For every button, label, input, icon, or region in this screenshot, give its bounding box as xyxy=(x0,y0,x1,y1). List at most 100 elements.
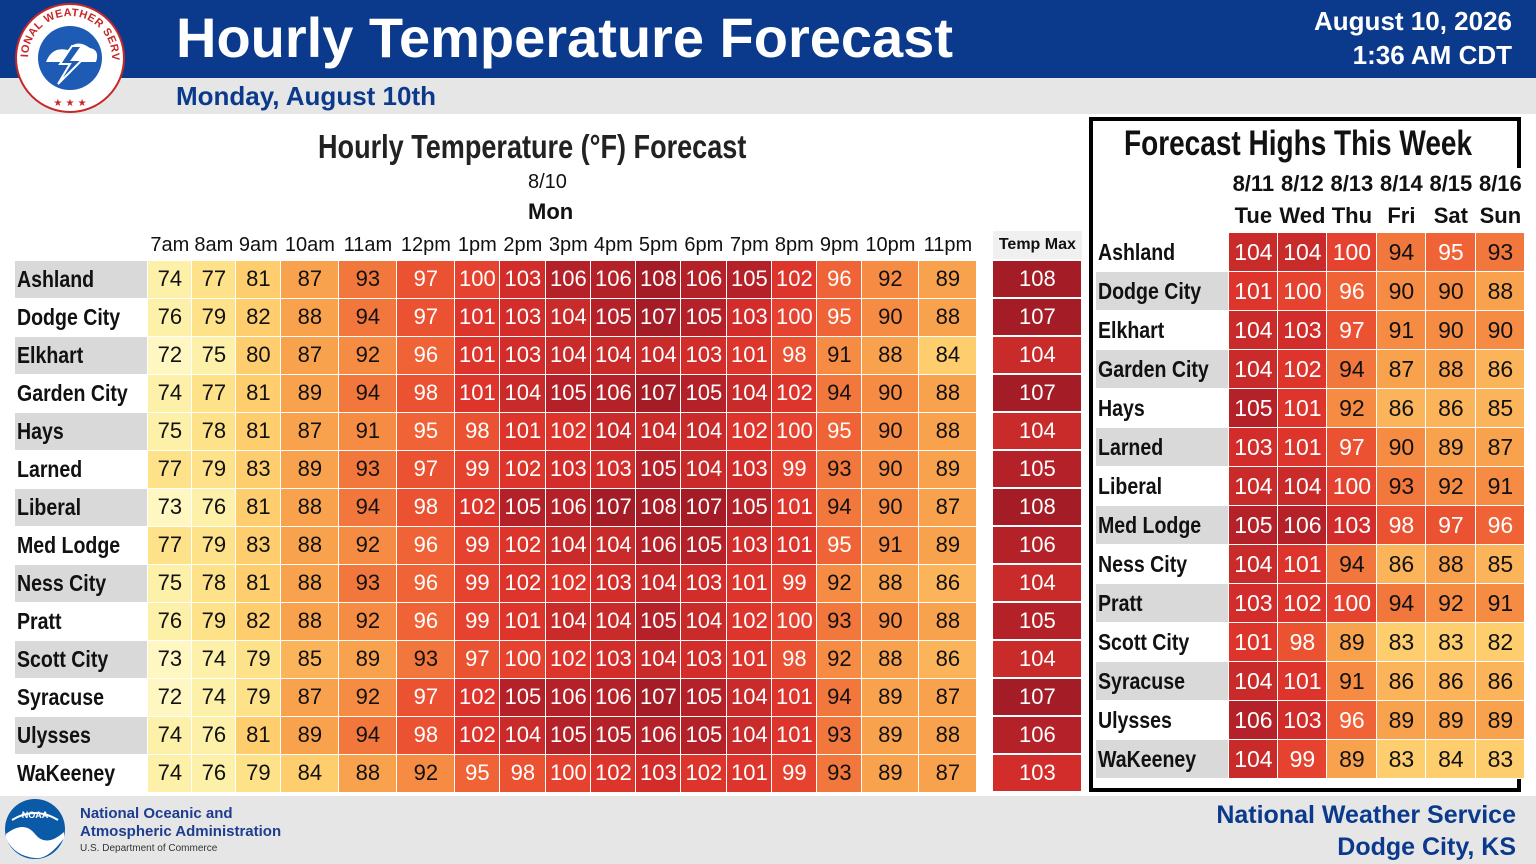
hour-header: 7pm xyxy=(726,230,773,261)
temperature-cell: 105 xyxy=(726,487,773,527)
temperature-cell: 88 xyxy=(918,373,978,413)
high-temperature-cell: 88 xyxy=(1425,544,1477,584)
location-name: Ashland xyxy=(1094,232,1230,272)
high-temperature-cell: 86 xyxy=(1376,661,1427,701)
hour-header: 10am xyxy=(280,230,340,261)
temperature-cell: 103 xyxy=(726,525,773,565)
temperature-cell: 94 xyxy=(816,487,863,527)
temperature-cell: 101 xyxy=(726,563,773,603)
hourly-table-title: Hourly Temperature (°F) Forecast xyxy=(318,128,747,165)
max-temperature-cell: 107 xyxy=(991,677,1084,717)
hour-header: 3pm xyxy=(545,230,592,261)
temperature-cell: 95 xyxy=(816,525,863,565)
temperature-cell: 96 xyxy=(396,563,456,603)
temperature-cell: 98 xyxy=(499,753,547,793)
gap-cell xyxy=(976,449,993,489)
temperature-cell: 102 xyxy=(726,411,773,451)
temperature-cell: 107 xyxy=(680,487,728,527)
high-temperature-cell: 103 xyxy=(1277,700,1328,740)
location-label: Ulysses xyxy=(1098,706,1172,733)
high-temperature-cell: 101 xyxy=(1228,271,1279,311)
temperature-cell: 100 xyxy=(499,639,547,679)
table-row: Hays 105 101 92 86 86 85 xyxy=(1094,388,1526,428)
nws-office: National Weather Service Dodge City, KS xyxy=(1216,799,1516,863)
temperature-cell: 92 xyxy=(338,525,398,565)
temperature-cell: 88 xyxy=(918,715,978,755)
high-temperature-cell: 101 xyxy=(1277,427,1328,467)
temperature-cell: 106 xyxy=(545,677,592,717)
high-temperature-cell: 85 xyxy=(1475,388,1526,428)
temperature-cell: 79 xyxy=(191,601,237,641)
temperature-cell: 86 xyxy=(918,563,978,603)
hour-header: 6pm xyxy=(680,230,728,261)
temperature-cell: 94 xyxy=(816,677,863,717)
temperature-cell: 87 xyxy=(280,259,340,299)
corner-cell xyxy=(1094,199,1230,233)
temperature-cell: 88 xyxy=(861,563,920,603)
table-row: Scott City 101 98 89 83 83 82 xyxy=(1094,622,1526,662)
temperature-cell: 104 xyxy=(726,715,773,755)
high-temperature-cell: 101 xyxy=(1277,388,1328,428)
temperature-cell: 101 xyxy=(771,677,818,717)
temperature-cell: 76 xyxy=(191,715,237,755)
max-temperature-cell: 104 xyxy=(991,563,1084,603)
high-temperature-cell: 104 xyxy=(1228,739,1279,779)
temperature-cell: 77 xyxy=(147,449,193,489)
temperature-cell: 88 xyxy=(918,411,978,451)
noaa-logo-text: NOAA xyxy=(22,810,49,820)
noaa-name-line2: Atmospheric Administration xyxy=(80,823,282,840)
temperature-cell: 74 xyxy=(191,677,237,717)
temperature-cell: 102 xyxy=(499,563,547,603)
temperature-cell: 89 xyxy=(918,525,978,565)
table-row: Dodge City 101 100 96 90 90 88 xyxy=(1094,271,1526,311)
location-label: Garden City xyxy=(17,379,128,406)
temperature-cell: 74 xyxy=(191,639,237,679)
location-name: Liberal xyxy=(13,487,149,527)
temperature-cell: 92 xyxy=(338,677,398,717)
temperature-cell: 102 xyxy=(545,639,592,679)
location-label: Med Lodge xyxy=(1098,511,1202,538)
temperature-cell: 88 xyxy=(280,601,340,641)
temperature-cell: 90 xyxy=(861,411,920,451)
max-temperature-cell: 107 xyxy=(991,297,1084,337)
location-label: Liberal xyxy=(1098,472,1163,499)
high-temperature-cell: 94 xyxy=(1376,583,1427,623)
noaa-name-line1: National Oceanic and xyxy=(80,805,233,822)
table-row: Scott City 73 74 79 85 89 93 97 100 102 103 104 103 1… xyxy=(13,639,1084,679)
temperature-cell: 88 xyxy=(918,601,978,641)
location-label: Scott City xyxy=(17,645,109,672)
gap-cell xyxy=(976,259,993,299)
temperature-cell: 101 xyxy=(771,487,818,527)
hourly-table-date: 8/10 xyxy=(528,171,567,193)
hour-header: 4pm xyxy=(590,230,637,261)
high-temperature-cell: 103 xyxy=(1228,583,1279,623)
temperature-cell: 105 xyxy=(499,487,547,527)
location-name: Dodge City xyxy=(1094,271,1230,311)
location-name: Med Lodge xyxy=(1094,505,1230,545)
location-name: Elkhart xyxy=(13,335,149,375)
temperature-cell: 104 xyxy=(635,563,682,603)
temperature-cell: 78 xyxy=(191,411,237,451)
temperature-cell: 97 xyxy=(396,677,456,717)
high-temperature-cell: 103 xyxy=(1228,427,1279,467)
temperature-cell: 106 xyxy=(635,715,682,755)
temperature-cell: 98 xyxy=(396,715,456,755)
temperature-cell: 101 xyxy=(726,753,773,793)
high-temperature-cell: 87 xyxy=(1475,427,1526,467)
temperature-cell: 94 xyxy=(338,715,398,755)
temperature-cell: 105 xyxy=(545,373,592,413)
table-row: Dodge City 76 79 82 88 94 97 101 103 104 105 107 105… xyxy=(13,297,1084,337)
high-temperature-cell: 90 xyxy=(1425,310,1477,350)
max-temperature-cell: 105 xyxy=(991,601,1084,641)
gap-cell xyxy=(976,715,993,755)
hour-header: 5pm xyxy=(635,230,682,261)
temperature-cell: 87 xyxy=(280,411,340,451)
location-label: Larned xyxy=(1098,433,1164,460)
day-header: Sun xyxy=(1475,199,1526,233)
temperature-cell: 90 xyxy=(861,601,920,641)
location-name: Ashland xyxy=(13,259,149,299)
location-label: Med Lodge xyxy=(17,531,121,558)
temperature-cell: 102 xyxy=(499,525,547,565)
table-row: Elkhart 72 75 80 87 92 96 101 103 104 104 104 103 101… xyxy=(13,335,1084,375)
temperature-cell: 102 xyxy=(590,753,637,793)
